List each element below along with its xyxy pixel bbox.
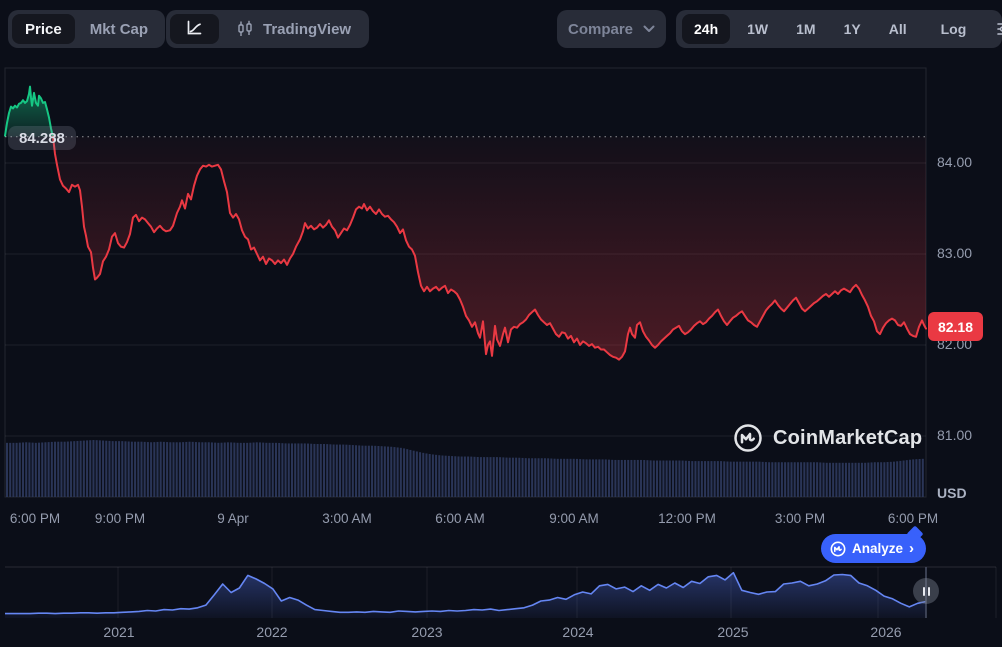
watermark: CoinMarketCap (733, 423, 922, 453)
x-axis-label: 3:00 AM (322, 511, 372, 526)
tab-line-chart[interactable] (170, 14, 219, 44)
timeframe-group-buttons: 24h 1W 1M 1Y All (682, 14, 918, 44)
candlestick-icon (235, 19, 255, 39)
y-axis-label-81.00: 81.00 (937, 427, 973, 443)
chevron-right-icon: › (909, 539, 915, 557)
y-axis-label-84.00: 84.00 (937, 154, 973, 170)
tab-tradingview-label: TradingView (263, 20, 352, 38)
minimap-drag-handle[interactable] (913, 578, 939, 604)
sliders-icon (995, 19, 1002, 39)
chart-type-tab-group: TradingView (166, 10, 370, 48)
currency-axis-label: USD (937, 485, 967, 501)
x-axis-label: 9:00 AM (549, 511, 599, 526)
tab-mkt-cap[interactable]: Mkt Cap (77, 14, 161, 44)
minimap-year-label-2026: 2026 (870, 624, 902, 640)
timeframe-button-1m[interactable]: 1M (785, 14, 826, 44)
analyze-logo-icon (830, 541, 846, 557)
x-axis-label: 3:00 PM (774, 511, 826, 526)
minimap-year-label-2023: 2023 (411, 624, 443, 640)
minimap-year-label-2022: 2022 (256, 624, 288, 640)
x-axis-label: 9:00 PM (94, 511, 146, 526)
tab-price[interactable]: Price (12, 14, 75, 44)
compare-button[interactable]: Compare (557, 10, 666, 48)
chevron-down-icon (643, 25, 655, 33)
timeframe-button-24h[interactable]: 24h (682, 14, 731, 44)
compare-label: Compare (567, 20, 634, 38)
minimap-year-label-2025: 2025 (717, 624, 749, 640)
watermark-text: CoinMarketCap (773, 426, 923, 449)
line-chart-icon (185, 18, 204, 41)
x-axis-label: 6:00 PM (9, 511, 61, 526)
analyze-label: Analyze (852, 541, 904, 556)
minimap-year-label-2024: 2024 (562, 624, 594, 640)
minimap-year-label-2021: 2021 (103, 624, 135, 640)
last-price-badge: 82.18 (928, 312, 983, 341)
timeframe-button-all[interactable]: All (878, 14, 918, 44)
x-axis-label: 12:00 PM (658, 511, 716, 526)
x-axis-label: 6:00 AM (435, 511, 485, 526)
timeframe-button-1y[interactable]: 1Y (833, 14, 872, 44)
chart-settings-button[interactable] (989, 19, 1002, 39)
log-scale-button[interactable]: Log (930, 14, 978, 44)
coinmarketcap-logo-icon (733, 423, 763, 453)
analyze-button[interactable]: Analyze › (821, 534, 927, 563)
tab-tradingview[interactable]: TradingView (221, 19, 365, 39)
timeframe-group: 24h 1W 1M 1Y All Log (676, 10, 1002, 48)
timeframe-button-1w[interactable]: 1W (736, 14, 779, 44)
y-axis-label-83.00: 83.00 (937, 245, 973, 261)
x-axis-label: 9 Apr (217, 511, 249, 526)
x-axis-label: 6:00 PM (887, 511, 939, 526)
metric-tab-group: Price Mkt Cap (8, 10, 166, 48)
baseline-price-badge: 84.288 (8, 126, 76, 150)
